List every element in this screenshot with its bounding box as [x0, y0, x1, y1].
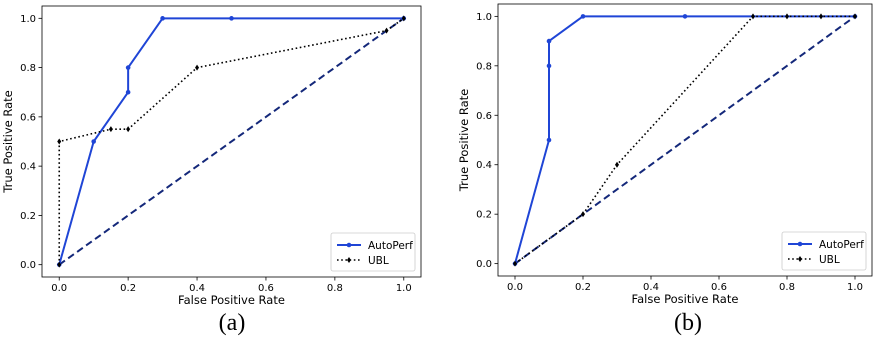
y-tick-label: 0.0 [476, 259, 492, 270]
data-point-ubl [513, 260, 517, 267]
x-tick-label: 0.6 [711, 282, 727, 293]
y-axis-label: True Positive Rate [1, 90, 15, 193]
x-tick-label: 0.2 [575, 282, 591, 293]
legend-marker-autoperf [346, 242, 352, 248]
data-point-ubl [384, 27, 389, 34]
data-point-ubl [785, 13, 789, 20]
legend-box [330, 232, 416, 272]
legend-box [781, 231, 867, 271]
y-tick-label: 1.0 [20, 14, 36, 25]
data-point-autoperf [580, 14, 586, 19]
data-point-autoperf [546, 63, 552, 69]
x-axis-label: False Positive Rate [632, 292, 739, 306]
data-point-ubl [401, 15, 406, 22]
x-tick-label: 0.4 [643, 282, 659, 293]
chart-panel-2: 0.0 0.2 0.4 0.6 0.8 1.0 0.0 0.2 0.4 0.6 0.8 1.0 Fals… [457, 3, 873, 336]
panel-caption: (a) [219, 310, 246, 336]
legend-label-ubl: UBL [368, 255, 389, 267]
x-tick-label: 1.0 [396, 283, 412, 294]
data-point-ubl [819, 13, 823, 20]
data-point-ubl [195, 64, 200, 71]
y-tick-label: 1.0 [476, 12, 492, 23]
y-tick-label: 0.8 [476, 61, 492, 72]
legend-marker-ubl [347, 257, 351, 263]
y-tick-label: 0.6 [20, 112, 36, 123]
x-tick-label: 1.0 [847, 282, 863, 293]
data-point-ubl [751, 13, 755, 20]
x-tick-label: 0.8 [327, 283, 343, 294]
y-tick-label: 0.4 [476, 160, 492, 171]
data-point-autoperf [229, 16, 234, 21]
legend-label-autoperf: AutoPerf [368, 240, 413, 252]
data-point-ubl [853, 13, 857, 20]
data-point-autoperf [682, 14, 688, 19]
data-point-autoperf [125, 65, 131, 70]
y-tick-label: 0.6 [476, 111, 492, 122]
x-axis-label: False Positive Rate [178, 293, 285, 307]
x-tick-label: 0.6 [258, 283, 274, 294]
x-tick-label: 0.0 [507, 282, 523, 293]
data-point-ubl [57, 138, 62, 145]
y-tick-label: 0.0 [20, 260, 36, 271]
x-tick-label: 0.2 [120, 283, 136, 294]
y-tick-label: 0.8 [20, 63, 36, 74]
diagonal-reference-line [514, 15, 856, 265]
data-point-autoperf [546, 38, 552, 44]
y-tick-label: 0.2 [20, 211, 36, 222]
data-point-autoperf [546, 137, 552, 143]
data-point-autoperf [125, 89, 131, 95]
plot-frame [497, 3, 873, 277]
data-point-ubl [615, 161, 619, 168]
data-point-autoperf [91, 139, 96, 144]
data-point-ubl [108, 126, 113, 133]
panel-caption: (b) [674, 310, 702, 336]
legend-marker-ubl [798, 256, 802, 262]
legend: AutoPerf UBL [781, 231, 867, 271]
data-point-ubl [126, 126, 131, 133]
legend-label-ubl: UBL [819, 254, 840, 266]
data-point-ubl [581, 211, 585, 218]
legend-label-autoperf: AutoPerf [819, 239, 864, 251]
data-point-ubl [57, 261, 62, 268]
plot-frame [41, 5, 422, 278]
legend: AutoPerf UBL [330, 232, 416, 272]
y-axis-label: True Positive Rate [457, 89, 471, 192]
x-tick-label: 0.0 [51, 283, 67, 294]
x-tick-label: 0.4 [189, 283, 205, 294]
diagonal-reference-line [58, 17, 405, 266]
chart-panel-1: 0.0 0.2 0.4 0.6 0.8 1.0 0.0 0.2 0.4 0.6 0.8 1.0 Fals… [1, 5, 422, 336]
y-tick-label: 0.2 [476, 210, 492, 221]
data-point-autoperf [160, 16, 165, 21]
y-tick-label: 0.4 [20, 162, 36, 173]
x-tick-label: 0.8 [779, 282, 795, 293]
legend-marker-autoperf [797, 241, 803, 247]
